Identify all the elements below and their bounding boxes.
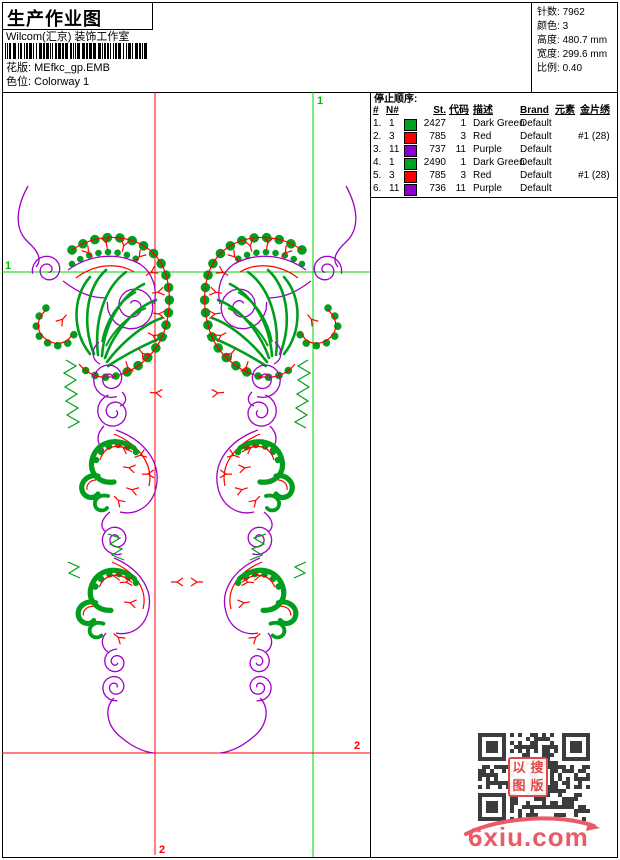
qr-code (478, 733, 590, 821)
thread-color-chip (404, 171, 417, 183)
stop-sequence-header: # N# St. 代码 描述 Brand 元素 金片绣 (370, 105, 617, 117)
embroidery-design-right (191, 186, 356, 753)
pattern-row: 花版: MEfkc_gp.EMB (6, 62, 110, 75)
pattern-label: 花版: (6, 62, 32, 74)
info-scale: 比例: 0.40 (537, 63, 583, 74)
col-sequin: 金片绣 (580, 105, 610, 116)
table-row: 6. 11 736 11 Purple Default (373, 183, 552, 196)
design-canvas: 1 1 2 2 (2, 92, 370, 857)
thread-color-chip (404, 119, 417, 131)
info-colors: 颜色: 3 (537, 21, 569, 32)
barcode (5, 43, 147, 59)
embroidery-design-left (17, 185, 184, 754)
col-code: 代码 (449, 105, 469, 116)
col-seq: # (373, 105, 379, 116)
thread-color-chip (404, 184, 417, 196)
tail-curve (107, 697, 155, 754)
watermark-stamp: 以 搜 图 版 (508, 757, 548, 797)
header-divider (2, 92, 617, 93)
end-point-label: 2 (159, 844, 165, 856)
studio-name: Wilcom(汇京) 装饰工作室 (6, 31, 130, 43)
zigzag-edge (67, 561, 81, 579)
thread-color-chip (404, 145, 417, 157)
zigzag-edge (62, 359, 81, 429)
info-box-divider (531, 2, 532, 92)
stop-sequence-title: 停止顺序: (374, 94, 418, 105)
end-point-label: 2 (354, 740, 360, 752)
colorway-row: 色位: Colorway 1 (6, 76, 89, 89)
registration-guides: 1 1 2 2 (2, 92, 370, 857)
pattern-value: MEfkc_gp.EMB (34, 62, 110, 74)
table-row: 4. 1 2490 1 Dark Green Default (373, 157, 552, 170)
thread-color-chip (404, 158, 417, 170)
table-row: 2. 3 785 3 Red Default #1 (28) (373, 131, 610, 144)
fan-fronds (75, 268, 168, 368)
start-point-label: 1 (5, 260, 11, 272)
col-brand: Brand (520, 105, 549, 116)
table-row: 3. 11 737 11 Purple Default (373, 144, 552, 157)
table-bottom-border (370, 197, 617, 198)
start-point-label: 1 (317, 95, 323, 107)
info-height: 高度: 480.7 mm (537, 35, 608, 46)
table-row: 1. 1 2427 1 Dark Green Default (373, 118, 552, 131)
info-stitches: 针数: 7962 (537, 7, 585, 18)
swoosh-icon (464, 816, 600, 836)
hook-scallop (32, 304, 78, 350)
info-width: 宽度: 299.6 mm (537, 49, 608, 60)
page-title: 生产作业图 (7, 9, 102, 29)
col-desc: 描述 (473, 105, 493, 116)
thread-color-chip (404, 132, 417, 144)
site-watermark: 6xiu.com (468, 822, 589, 852)
col-elem: 元素 (555, 105, 575, 116)
panel-divider (370, 92, 371, 857)
col-n: N# (386, 105, 399, 116)
zigzag-edge (107, 533, 125, 561)
table-row: 5. 3 785 3 Red Default #1 (28) (373, 170, 610, 183)
col-st: St. (433, 105, 446, 116)
colorway-label: 色位: (6, 76, 32, 88)
title-box (2, 2, 153, 30)
colorway-value: Colorway 1 (34, 76, 90, 88)
